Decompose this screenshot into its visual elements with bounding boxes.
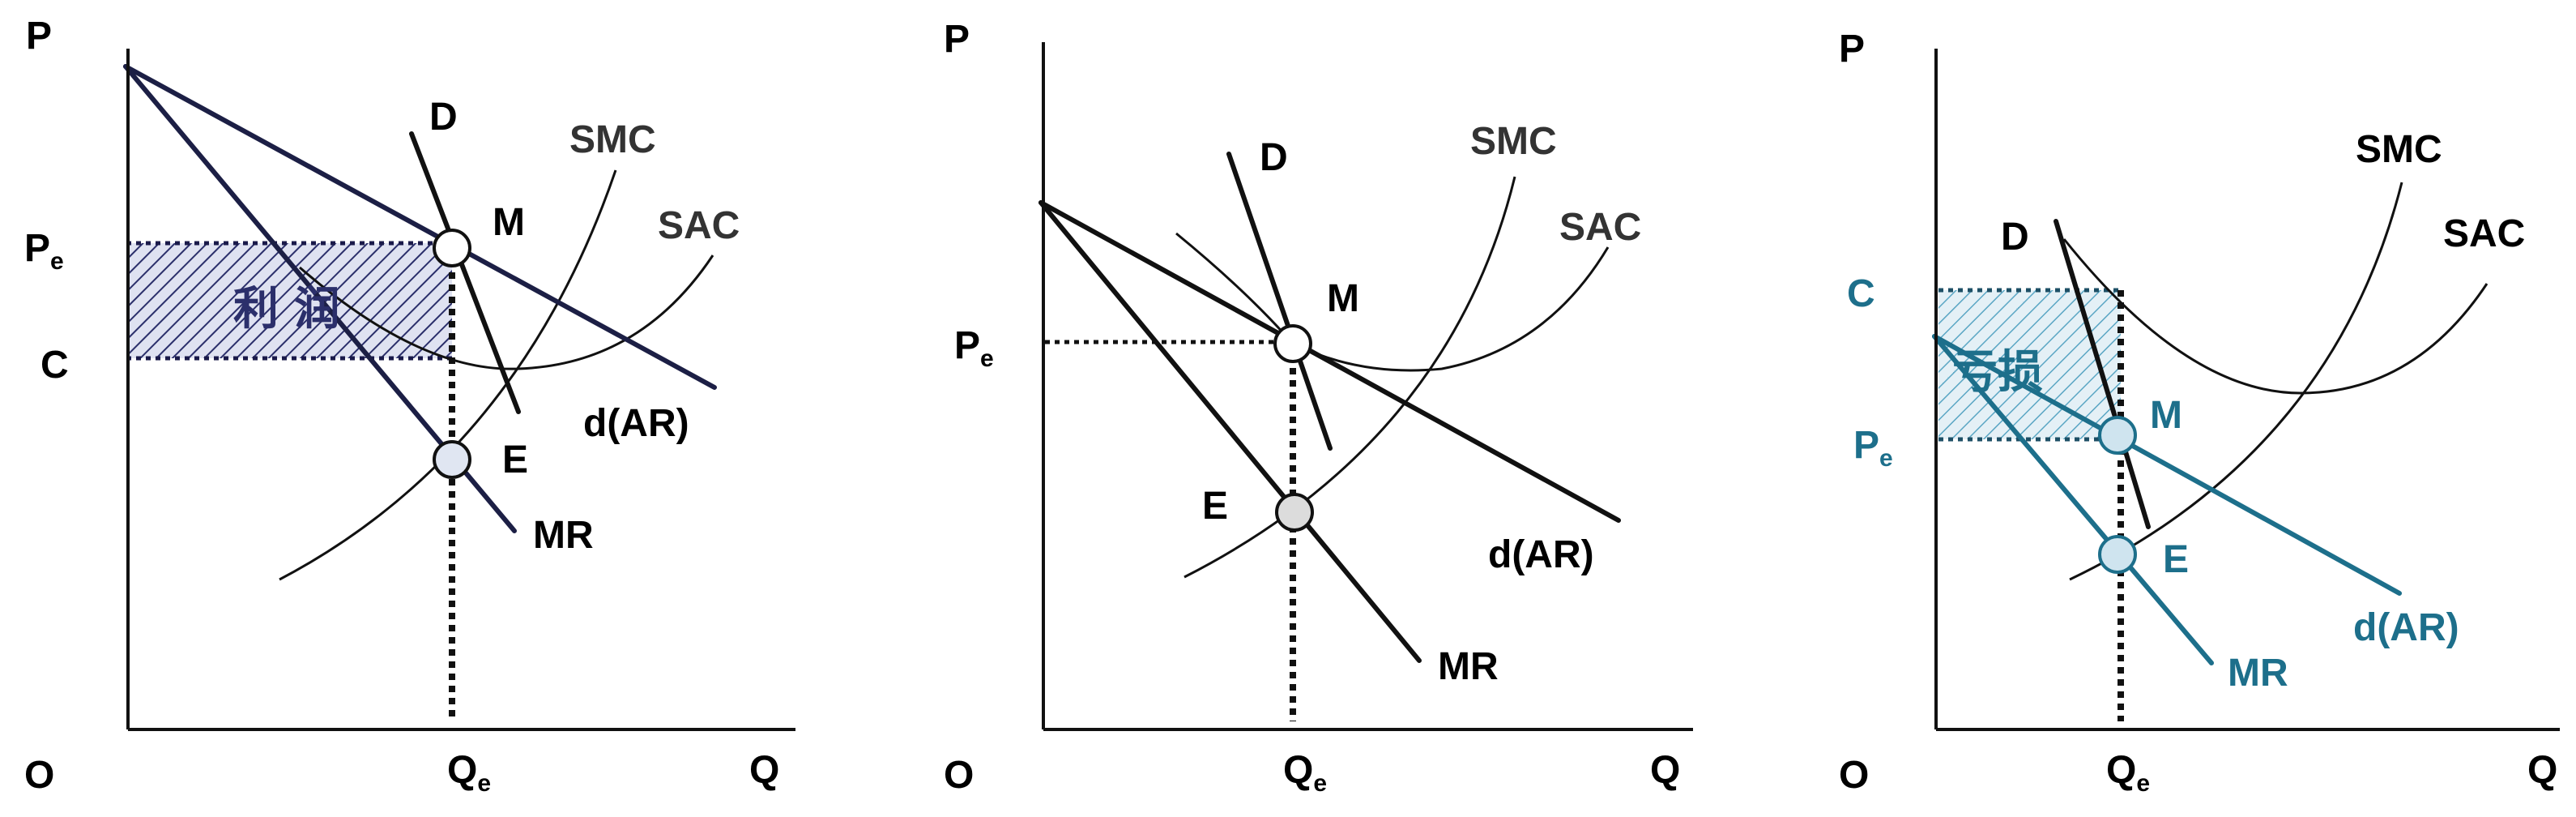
point-e — [1275, 493, 1314, 532]
panel-loss: P C Pe 亏损 D SMC SAC M E d(AR) MR O Qe Q — [1839, 28, 2560, 797]
d-ar-curve — [123, 64, 717, 390]
sac-label: SAC — [658, 204, 740, 247]
m-label: M — [493, 201, 525, 244]
sac-label: SAC — [1559, 206, 1641, 249]
axis-p-label: P — [26, 15, 52, 58]
c-label: C — [41, 344, 69, 387]
d-ar-label: d(AR) — [1488, 533, 1594, 576]
smc-label: SMC — [569, 118, 656, 161]
mr-label: MR — [533, 514, 594, 557]
d-ar-label: d(AR) — [2353, 606, 2459, 649]
pe-label: Pe — [1853, 424, 1893, 472]
loss-label: 亏损 — [1952, 346, 2043, 399]
mr-label: MR — [2228, 652, 2288, 695]
e-label: E — [1202, 485, 1228, 528]
mr-label: MR — [1438, 645, 1499, 688]
point-m — [433, 229, 471, 267]
origin-label: O — [24, 754, 54, 797]
point-e — [2098, 535, 2137, 574]
profit-label: 利 润 — [233, 283, 340, 336]
mr-curve — [1932, 334, 2214, 665]
e-label: E — [502, 438, 528, 481]
origin-label: O — [1839, 754, 1869, 797]
panel-normal-profit: P Pe D SMC SAC M E d(AR) MR O Qe Q — [944, 18, 1693, 797]
demand-curve-d — [2054, 219, 2151, 529]
smc-curve — [1184, 176, 1516, 579]
d-ar-curve — [1039, 200, 1621, 523]
smc-label: SMC — [2356, 128, 2442, 171]
qe-label: Qe — [2106, 749, 2150, 797]
axis-q-label: Q — [749, 749, 779, 792]
demand-curve-d — [409, 131, 521, 414]
pe-label: Pe — [24, 227, 64, 275]
e-label: E — [2163, 538, 2189, 581]
d-label: D — [1260, 136, 1288, 179]
qe-label: Qe — [447, 749, 491, 797]
origin-label: O — [944, 754, 974, 797]
mr-curve — [1039, 200, 1422, 663]
point-m — [2098, 416, 2137, 455]
sac-curve — [2062, 238, 2489, 395]
axis-p-label: P — [1839, 28, 1865, 71]
m-label: M — [2150, 394, 2182, 437]
d-ar-label: d(AR) — [583, 402, 689, 445]
qe-label: Qe — [1283, 749, 1327, 797]
sac-curve — [1175, 232, 1610, 372]
loss-area — [1938, 290, 2121, 439]
axis-q-label: Q — [1650, 749, 1680, 792]
point-e — [433, 440, 471, 479]
demand-curve-d — [1226, 152, 1333, 451]
axis-p-label: P — [944, 18, 970, 61]
c-label: C — [1847, 272, 1875, 315]
point-m — [1273, 324, 1312, 363]
d-ar-curve — [1932, 334, 2402, 596]
pe-label: Pe — [954, 324, 994, 372]
d-label: D — [429, 96, 458, 139]
sac-label: SAC — [2443, 212, 2525, 255]
axis-q-label: Q — [2527, 749, 2557, 792]
smc-curve — [279, 169, 617, 581]
smc-curve — [2069, 182, 2403, 581]
smc-label: SMC — [1470, 120, 1557, 163]
sac-curve — [299, 255, 714, 370]
m-label: M — [1327, 277, 1359, 320]
d-label: D — [2001, 216, 2029, 259]
panel-profit: P Pe C 利 润 D SMC SAC M d(AR) E MR O Qe Q — [24, 15, 795, 797]
